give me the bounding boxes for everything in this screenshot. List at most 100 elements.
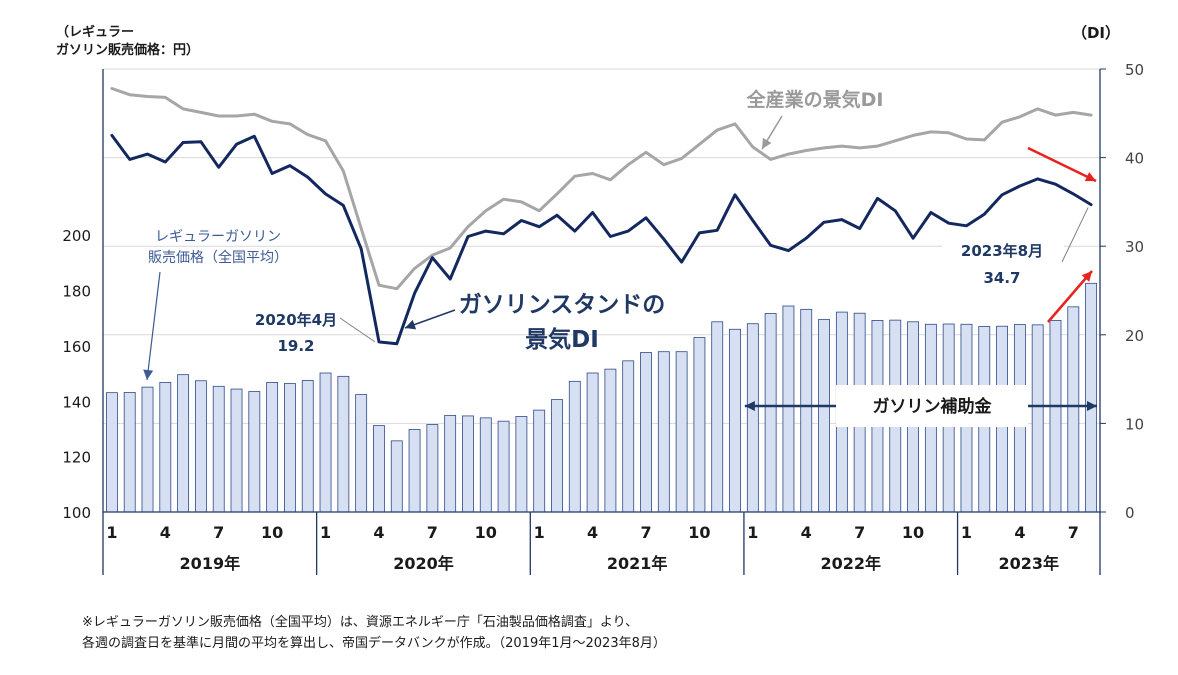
price-bar [551,399,563,513]
footnote-line-2: 各週の調査日を基準に月間の平均を算出し、帝国データバンクが作成。（2019年1月… [82,636,666,651]
price-bar [319,372,332,513]
year-label: 2022年 [820,554,881,573]
left-axis-title-2: ガソリン販売価格：円） [56,42,199,58]
right-tick-label: 20 [1125,327,1144,345]
price-bar [426,424,439,513]
month-tick-label: 1 [534,523,545,542]
price-bar [373,425,385,513]
di-lines [110,87,1093,346]
price-bar [248,391,261,513]
month-tick-label: 10 [475,523,497,542]
price-bar [301,380,314,513]
price-bar [355,394,368,513]
all-di-label: 全産業の景気DI [746,88,884,111]
month-tick-label: 10 [902,523,924,542]
price-bar [818,319,830,513]
month-tick-label: 4 [1014,523,1025,542]
right-tick-label: 30 [1125,238,1144,256]
month-tick-label: 1 [320,523,331,542]
all-di-label-arrow [761,115,783,150]
price-bar [622,360,635,513]
latest-point-leader [1061,207,1089,263]
price-bar [800,308,813,513]
price-bar [1049,320,1062,513]
red-arrow-price-up [1047,270,1093,323]
month-tick-label: 1 [961,523,972,542]
price-bar [408,429,421,513]
month-tick-label: 7 [1068,523,1079,542]
price-bar [586,372,599,513]
month-tick-label: 7 [213,523,224,542]
price-bar [675,351,688,513]
month-tick-label: 4 [160,523,171,542]
subsidy-arrow-left [744,401,836,411]
month-tick-label: 7 [427,523,438,542]
month-tick-label: 4 [801,523,812,542]
red-arrow-price-up-shaft [1047,270,1093,323]
price-bar [515,416,528,513]
year-label: 2021年 [607,554,668,573]
subsidy-arrow-right [1028,401,1097,411]
price-bar [390,440,403,513]
gas-price-label-arrow-shaft [146,271,161,381]
right-tick-label: 10 [1125,415,1144,433]
latest-point-label-1: 2023年8月 [961,242,1043,260]
red-arrow-di-down-shaft [1027,146,1097,183]
price-bar [105,392,118,513]
gas-di-label-2: 景気DI [525,326,599,353]
price-bar [462,415,474,513]
price-bar [640,352,652,513]
price-bar [159,382,172,513]
price-bar [764,313,777,513]
year-label: 2023年 [999,554,1060,573]
gasoline-chart: 100 120 140 160 180 200 0 10 20 30 40 50 1 4 7 10 2019年 1… [56,24,1144,575]
month-tick-label: 7 [854,523,865,542]
price-bar [284,383,296,513]
price-bar [230,388,243,513]
price-bar [782,305,795,513]
red-arrow-di-down [1027,146,1097,183]
left-tick-label: 100 [62,504,91,522]
chart-labels: レギュラーガソリン販売価格（全国平均） 全産業の景気DI ガソリンスタンドの景気DI… [143,88,1097,427]
axes: 100 120 140 160 180 200 0 10 20 30 40 50 1 4 7 10 2019年 1… [56,24,1144,575]
subsidy-arrow-left-head [744,401,755,411]
price-bar [604,368,617,513]
right-tick-label: 40 [1125,150,1144,168]
price-bar [1067,306,1080,513]
gas-di-label-arrow [404,309,456,330]
price-bar [729,328,741,513]
right-tick-label: 50 [1125,61,1144,79]
month-tick-label: 10 [688,523,710,542]
left-tick-label: 200 [62,227,91,245]
price-bar [746,323,759,513]
price-bar [123,391,136,513]
price-bar [533,409,546,513]
gas-di-label-arrow-head [405,319,417,330]
year-label: 2020年 [393,554,454,573]
price-bar [444,414,457,513]
gas-di-label-1: ガソリンスタンドの [459,292,666,318]
left-tick-label: 120 [62,449,91,467]
price-bar [1031,324,1044,513]
month-tick-label: 4 [587,523,598,542]
footnote-line-1: ※レギュラーガソリン販売価格（全国平均）は、資源エネルギー庁「石油製品価格調査」… [82,615,639,630]
low-point-leader [339,317,376,343]
price-bar [497,420,510,513]
price-bar [568,380,581,513]
red-arrow-price-up-head [1081,271,1092,282]
price-bar [141,386,154,513]
gas-price-label-arrow [143,271,161,381]
all-industry-di-line [110,87,1093,291]
price-bar [266,382,279,513]
price-bar [337,375,350,513]
low-point-label-1: 2020年4月 [255,311,337,329]
month-tick-label: 10 [261,523,283,542]
month-tick-label: 7 [640,523,651,542]
subsidy-label: ガソリン補助金 [873,396,993,417]
price-bar [711,321,724,513]
month-tick-label: 4 [373,523,384,542]
price-bar [177,374,190,513]
month-tick-label: 1 [747,523,758,542]
price-bar [693,337,706,513]
left-tick-label: 160 [62,338,91,356]
